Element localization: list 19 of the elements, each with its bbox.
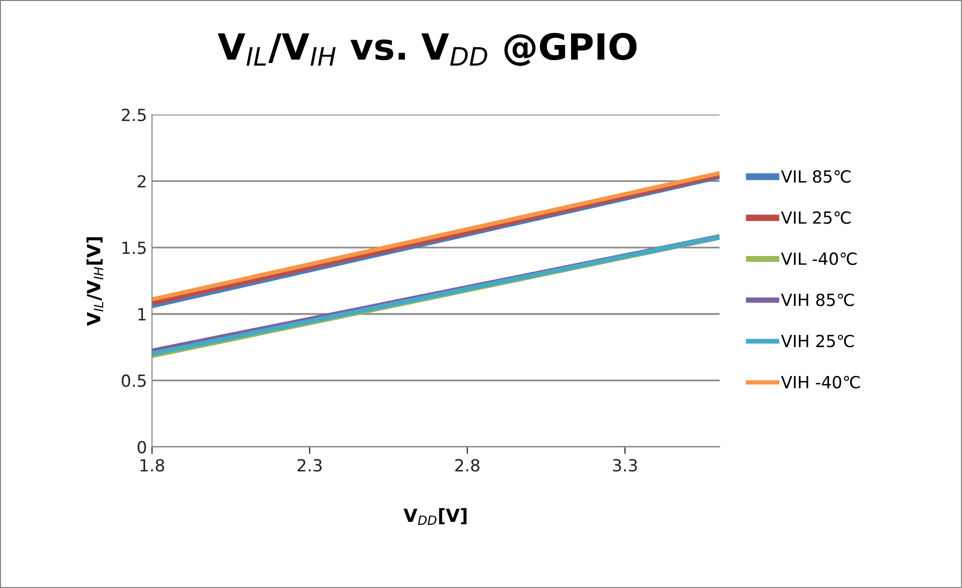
x-tick-label: 3.3 xyxy=(613,458,637,472)
y-tick-label: 0.5 xyxy=(122,374,146,388)
legend-label: VIH -40℃ xyxy=(781,376,860,388)
y-tick-label: 1 xyxy=(138,308,146,320)
legend-label: VIL 85℃ xyxy=(781,170,851,183)
legend-label: VIL 25℃ xyxy=(781,211,851,224)
y-axis-title: V$_{IL}$/V$_{IH}$[V] xyxy=(86,237,104,326)
y-tick-label: 0 xyxy=(138,440,146,454)
legend-label: VIH 25℃ xyxy=(781,334,854,348)
y-tick-label: 2.5 xyxy=(122,108,146,122)
legend-label: VIL -40℃ xyxy=(781,252,857,266)
x-tick-label: 2.8 xyxy=(455,458,480,472)
y-tick-label: 2 xyxy=(138,175,146,188)
x-axis-title: V$_{DD}$[V] xyxy=(404,508,466,525)
chart-title: V$_{IL}$/V$_{IH}$ vs. V$_{DD}$ @GPIO xyxy=(218,32,637,66)
y-tick-label: 1.5 xyxy=(122,242,146,254)
x-tick-label: 1.8 xyxy=(140,458,164,472)
x-tick-label: 2.3 xyxy=(298,458,322,472)
legend-label: VIH 85℃ xyxy=(781,294,854,306)
